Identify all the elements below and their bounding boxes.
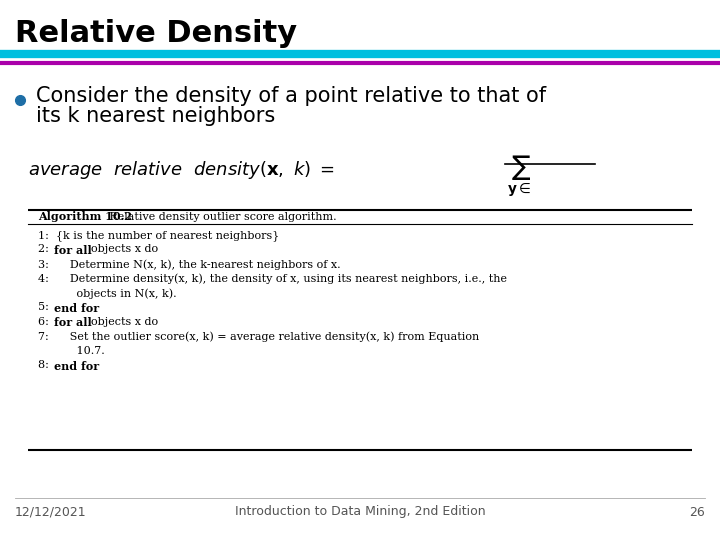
- Text: 7:      Set the outlier score(x, k) = average relative density(x, k) from Equati: 7: Set the outlier score(x, k) = average…: [38, 332, 480, 342]
- Text: objects x do: objects x do: [84, 245, 158, 254]
- Text: 10.7.: 10.7.: [38, 346, 104, 356]
- Text: Introduction to Data Mining, 2nd Edition: Introduction to Data Mining, 2nd Edition: [235, 505, 485, 518]
- Text: 8:: 8:: [38, 361, 53, 370]
- Text: objects x do: objects x do: [84, 317, 158, 327]
- Text: Algorithm 10.2: Algorithm 10.2: [38, 212, 132, 222]
- Text: $\sum_{\mathbf{y}\in}$: $\sum_{\mathbf{y}\in}$: [507, 153, 531, 199]
- Text: Consider the density of a point relative to that of: Consider the density of a point relative…: [36, 86, 546, 106]
- Text: 12/12/2021: 12/12/2021: [15, 505, 86, 518]
- Text: 2:: 2:: [38, 245, 53, 254]
- Text: Relative density outlier score algorithm.: Relative density outlier score algorithm…: [106, 212, 337, 222]
- Text: 3:      Determine N(x, k), the k-nearest neighbors of x.: 3: Determine N(x, k), the k-nearest neig…: [38, 259, 341, 269]
- Text: $\mathit{average\ \ relative\ \ density}(\mathbf{x},\ k)\ =\ $: $\mathit{average\ \ relative\ \ density}…: [28, 159, 335, 181]
- Text: for all: for all: [54, 317, 91, 328]
- Text: end for: end for: [54, 361, 99, 372]
- Text: 1:  {k is the number of nearest neighbors}: 1: {k is the number of nearest neighbors…: [38, 230, 279, 241]
- Text: 26: 26: [689, 505, 705, 518]
- Text: end for: end for: [54, 302, 99, 314]
- Text: 4:      Determine density(x, k), the density of x, using its nearest neighbors, : 4: Determine density(x, k), the density …: [38, 273, 507, 284]
- Text: Relative Density: Relative Density: [15, 18, 297, 48]
- Text: 6:: 6:: [38, 317, 53, 327]
- Text: objects in N(x, k).: objects in N(x, k).: [38, 288, 176, 299]
- Text: for all: for all: [54, 245, 91, 255]
- Text: its k nearest neighbors: its k nearest neighbors: [36, 106, 275, 126]
- Text: 5:: 5:: [38, 302, 53, 313]
